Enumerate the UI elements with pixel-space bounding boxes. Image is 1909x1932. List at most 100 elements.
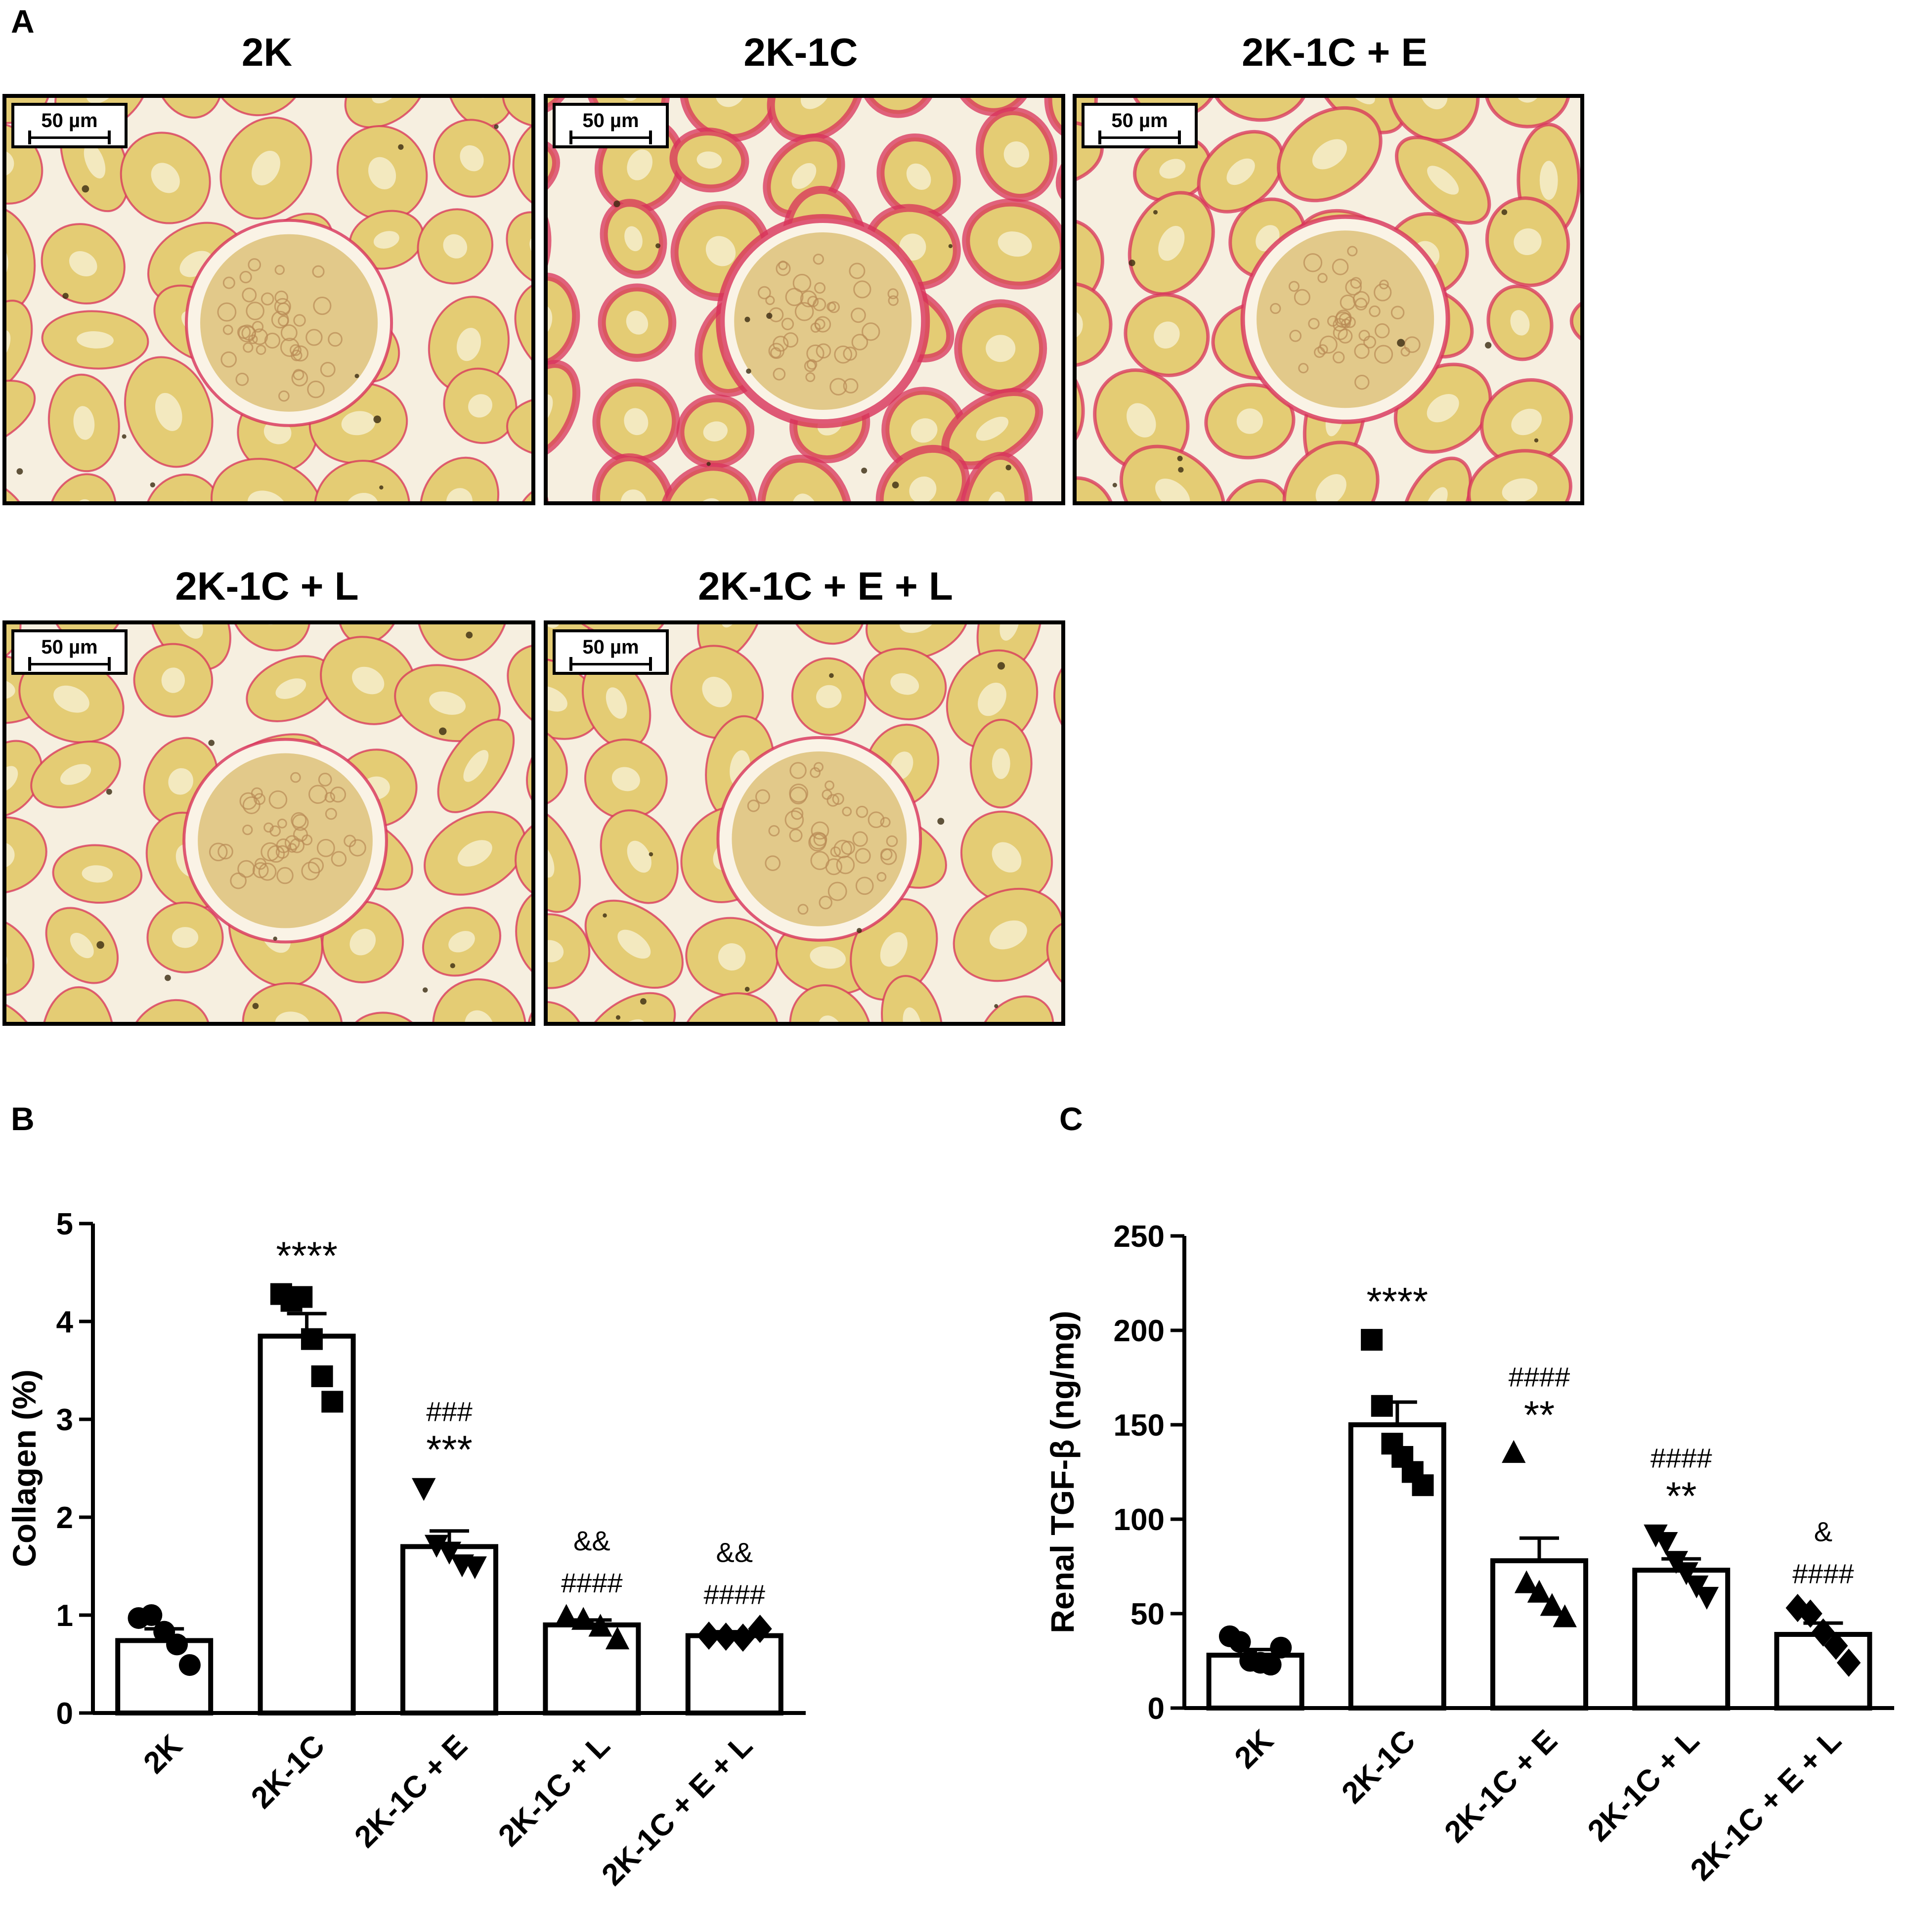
- tgf-significance-label: **: [1524, 1393, 1555, 1437]
- tissue-image: [1077, 98, 1580, 501]
- tgf-y-tick-label: 200: [1114, 1314, 1165, 1348]
- tgf-x-tick-label: 2K-1C: [1335, 1723, 1422, 1810]
- tgf-y-tick-label: 0: [1148, 1692, 1165, 1726]
- scale-bar-label: 50 µm: [582, 636, 639, 658]
- scale-bar-label: 50 µm: [41, 636, 98, 658]
- scale-bar-label: 50 µm: [1111, 110, 1168, 132]
- tgf-data-point: [1361, 1329, 1383, 1351]
- tgf-significance-label: ####: [1792, 1558, 1854, 1589]
- tgf-data-point: [1653, 1532, 1678, 1555]
- scale-bar-label: 50 µm: [582, 110, 639, 132]
- tgf-y-tick-label: 50: [1130, 1597, 1165, 1631]
- collagen-data-point: [588, 1614, 612, 1637]
- tgf-data-point: [1527, 1580, 1552, 1603]
- tgf-data-point: [1694, 1586, 1719, 1610]
- collagen-data-point: [463, 1556, 487, 1580]
- collagen-data-point: [311, 1365, 333, 1387]
- tgf-significance-label: ####: [1650, 1443, 1712, 1474]
- tgf-y-tick-label: 150: [1114, 1408, 1165, 1443]
- tgf-y-axis-label: Renal TGF-β (ng/mg): [1048, 1311, 1081, 1633]
- tgf-data-point: [1811, 1618, 1835, 1647]
- tgf-data-point: [1553, 1604, 1577, 1627]
- scale-bar: 50 µm: [11, 103, 128, 148]
- collagen-data-point: [321, 1391, 344, 1413]
- collagen-significance-label: ***: [426, 1428, 472, 1472]
- panel-label-a: A: [11, 3, 35, 40]
- collagen-y-tick-label: 2: [56, 1501, 73, 1535]
- collagen-significance-label: &&: [716, 1537, 753, 1568]
- collagen-bar: [400, 1544, 498, 1716]
- tgf-data-point: [1785, 1593, 1810, 1623]
- collagen-bar-chart: 0 1 2 3 4 5 Collagen (%) 2K **** 2K-1C ***### 2K-1C…: [6, 1207, 806, 1892]
- micrograph-2k-1c-e: 50 µm: [1073, 94, 1584, 505]
- tgf-data-point: [1836, 1648, 1861, 1677]
- tissue-image: [6, 98, 531, 501]
- collagen-data-point: [714, 1622, 738, 1651]
- tgf-data-point: [1412, 1474, 1434, 1496]
- collagen-significance-label: &&: [573, 1525, 610, 1556]
- tgf-x-tick-label: 2K-1C + L: [1581, 1723, 1706, 1848]
- tgf-data-point: [1502, 1440, 1526, 1463]
- collagen-data-point: [731, 1623, 755, 1652]
- collagen-data-point: [412, 1478, 436, 1501]
- micrograph-2k: 50 µm: [2, 94, 535, 505]
- scale-bar: 50 µm: [553, 629, 669, 675]
- tgf-x-tick-label: 2K-1C + E: [1438, 1723, 1564, 1849]
- tgf-significance-label: **: [1666, 1474, 1696, 1518]
- tgf-data-point: [1371, 1395, 1393, 1417]
- tgf-x-tick-label: 2K-1C + E + L: [1684, 1723, 1848, 1887]
- tgf-significance-label: &: [1814, 1516, 1832, 1547]
- collagen-data-point: [291, 1286, 313, 1308]
- collagen-y-tick-label: 0: [56, 1697, 73, 1731]
- collagen-x-tick-label: 2K-1C + E + L: [595, 1728, 759, 1892]
- tgf-data-point: [1540, 1593, 1564, 1616]
- tissue-image: [548, 624, 1061, 1022]
- collagen-data-point: [605, 1626, 630, 1650]
- scale-bar: 50 µm: [553, 103, 669, 148]
- collagen-data-point: [571, 1607, 596, 1630]
- collagen-y-tick-label: 1: [56, 1599, 73, 1633]
- collagen-data-point: [424, 1535, 449, 1558]
- collagen-x-tick-label: 2K-1C + L: [492, 1728, 616, 1853]
- micrograph-2k-1c-e-l: 50 µm: [544, 620, 1065, 1026]
- scale-bar-label: 50 µm: [41, 110, 98, 132]
- tgf-y-tick-label: 100: [1114, 1503, 1165, 1537]
- collagen-bar: [543, 1622, 641, 1715]
- micrograph-title-2k-1c-e-l: 2K-1C + E + L: [698, 564, 953, 608]
- micrograph-title-2k-1c: 2K-1C: [743, 30, 858, 74]
- collagen-y-axis-label: Collagen (%): [6, 1369, 43, 1567]
- tgf-data-point: [1229, 1631, 1251, 1653]
- collagen-data-point: [437, 1541, 462, 1565]
- tgf-significance-label: ####: [1509, 1361, 1570, 1392]
- tgf-data-point: [1514, 1570, 1539, 1593]
- micrograph-2k-1c: 50 µm: [544, 94, 1065, 505]
- collagen-data-point: [301, 1328, 323, 1350]
- scale-bar: 50 µm: [1082, 103, 1198, 148]
- panel-label-b: B: [11, 1100, 35, 1137]
- collagen-data-point: [696, 1621, 721, 1650]
- collagen-data-point: [178, 1654, 201, 1676]
- tgf-bar: [1348, 1422, 1446, 1711]
- tgf-data-point: [1798, 1599, 1822, 1628]
- micrograph-2k-1c-l: 50 µm: [2, 620, 535, 1026]
- collagen-data-point: [748, 1615, 772, 1643]
- collagen-x-tick-label: 2K-1C + E: [348, 1728, 474, 1854]
- micrograph-title-2k-1c-e: 2K-1C + E: [1242, 30, 1428, 74]
- micrograph-title-2k-1c-l: 2K-1C + L: [175, 564, 359, 608]
- collagen-data-point: [166, 1633, 188, 1656]
- tgf-x-tick-label: 2K: [1228, 1723, 1280, 1775]
- tgf-significance-label: ****: [1367, 1279, 1429, 1323]
- collagen-bar: [685, 1633, 783, 1716]
- collagen-significance-label: ###: [426, 1396, 472, 1427]
- collagen-data-point: [554, 1604, 578, 1627]
- tgf-y-tick-label: 250: [1114, 1220, 1165, 1254]
- collagen-y-tick-label: 3: [56, 1403, 73, 1437]
- collagen-y-tick-label: 5: [56, 1207, 73, 1241]
- micrograph-title-2k: 2K: [241, 30, 293, 74]
- collagen-significance-label: ****: [276, 1234, 338, 1278]
- tgf-data-point: [1270, 1636, 1292, 1659]
- collagen-significance-label: ####: [704, 1579, 766, 1610]
- tissue-image: [548, 98, 1061, 501]
- collagen-data-point: [140, 1604, 163, 1626]
